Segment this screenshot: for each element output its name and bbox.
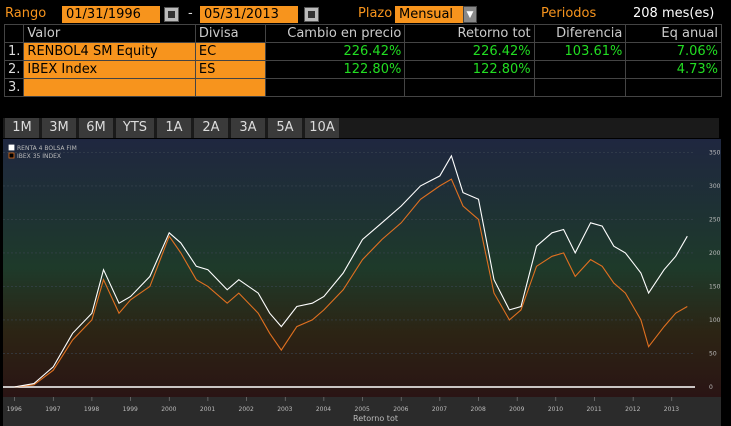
legend-label: RENTA 4 BOLSA FIM [17, 145, 77, 152]
range-separator: - [188, 6, 193, 21]
periods-label: Periodos [541, 6, 597, 21]
x-axis-band [3, 397, 721, 426]
column-header-retorno[interactable]: Retorno tot [404, 24, 535, 43]
tab-10a[interactable]: 10A [305, 118, 339, 138]
x-tick-label: 2005 [355, 406, 370, 413]
price-change-value: 122.80% [264, 60, 406, 79]
y-tick-label: 350 [709, 149, 721, 156]
period-select[interactable]: Mensual [395, 6, 463, 23]
tab-3m[interactable]: 3M [42, 118, 76, 138]
x-tick-label: 2004 [316, 406, 331, 413]
chevron-down-icon[interactable]: ▼ [463, 6, 477, 23]
x-tick-label: 2003 [277, 406, 292, 413]
x-axis-label: Retorno tot [353, 414, 398, 423]
period-label: Plazo [358, 6, 393, 21]
x-tick-label: 1998 [84, 406, 99, 413]
y-tick-label: 0 [709, 384, 713, 391]
tab-6m[interactable]: 6M [79, 118, 113, 138]
column-header-diferencia[interactable]: Diferencia [533, 24, 627, 43]
row-number: 1. [3, 42, 25, 61]
start-date-field[interactable]: 01/31/1996 [62, 6, 160, 23]
y-tick-label: 250 [709, 216, 721, 223]
security-field[interactable]: RENBOL4 SM Equity [23, 42, 196, 61]
tab-1m[interactable]: 1M [5, 118, 39, 138]
performance-chart: 0 50 100 150 200 250 300 350 1996 1997 1998 1999 20… [3, 139, 721, 426]
column-header-valor[interactable]: Valor [23, 24, 196, 43]
total-return-value: 226.42% [404, 42, 535, 61]
tab-1a[interactable]: 1A [157, 118, 191, 138]
table-header-row: Valor Divisa Cambio en precio Retorno to… [3, 24, 722, 43]
y-tick-label: 100 [709, 317, 721, 324]
tab-5a[interactable]: 5A [268, 118, 302, 138]
price-change-value [264, 78, 406, 97]
column-header-divisa[interactable]: Divisa [194, 24, 266, 43]
x-tick-label: 2009 [509, 406, 524, 413]
plot-background [3, 139, 721, 397]
difference-value: 103.61% [533, 42, 627, 61]
start-calendar-icon[interactable] [164, 7, 179, 22]
y-tick-label: 200 [709, 250, 721, 257]
row-number: 2. [3, 60, 25, 79]
x-tick-label: 2011 [586, 406, 601, 413]
comparison-table: Valor Divisa Cambio en precio Retorno to… [3, 24, 722, 97]
total-return-value [404, 78, 535, 97]
x-tick-label: 1999 [123, 406, 138, 413]
table-row: 3. [3, 78, 722, 97]
x-tick-label: 2000 [161, 406, 176, 413]
range-label: Rango [5, 6, 47, 21]
difference-value [533, 78, 627, 97]
tab-3a[interactable]: 3A [231, 118, 265, 138]
security-field[interactable] [23, 78, 196, 97]
currency-field[interactable]: EC [194, 42, 266, 61]
tab-yts[interactable]: YTS [116, 118, 154, 138]
series-line-1 [14, 154, 688, 388]
security-field[interactable]: IBEX Index [23, 60, 196, 79]
y-tick-label: 150 [709, 283, 721, 290]
difference-value [533, 60, 627, 79]
period-tabs: 1M 3M 6M YTS 1A 2A 3A 5A 10A [5, 118, 339, 138]
end-date-field[interactable]: 05/31/2013 [200, 6, 298, 23]
x-tick-label: 1997 [45, 406, 60, 413]
y-tick-label: 50 [709, 350, 717, 357]
table-row: 2. IBEX Index ES 122.80% 122.80% 4.73% [3, 60, 722, 79]
annual-eq-value: 7.06% [625, 42, 722, 61]
x-tick-label: 1996 [7, 406, 22, 413]
legend-label: IBEX 35 INDEX [17, 153, 61, 160]
legend-swatch [8, 152, 15, 159]
series-line-2 [14, 178, 688, 388]
x-tick-label: 2006 [393, 406, 408, 413]
y-tick-label: 300 [709, 183, 721, 190]
table-row: 1. RENBOL4 SM Equity EC 226.42% 226.42% … [3, 42, 722, 61]
total-return-value: 122.80% [404, 60, 535, 79]
annual-eq-value [625, 78, 722, 97]
legend-swatch [8, 144, 15, 151]
column-header-cambio[interactable]: Cambio en precio [264, 24, 406, 43]
x-tick-label: 2002 [239, 406, 254, 413]
x-tick-label: 2007 [432, 406, 447, 413]
price-change-value: 226.42% [264, 42, 406, 61]
row-number: 3. [3, 78, 25, 97]
x-tick-label: 2001 [200, 406, 215, 413]
x-tick-label: 2013 [664, 406, 679, 413]
annual-eq-value: 4.73% [625, 60, 722, 79]
end-calendar-icon[interactable] [304, 7, 319, 22]
tab-2a[interactable]: 2A [194, 118, 228, 138]
x-tick-label: 2012 [625, 406, 640, 413]
currency-field[interactable] [194, 78, 266, 97]
x-tick-label: 2008 [471, 406, 486, 413]
column-header-eq-anual[interactable]: Eq anual [625, 24, 722, 43]
periods-value: 208 mes(es) [633, 6, 715, 21]
x-tick-label: 2010 [548, 406, 563, 413]
currency-field[interactable]: ES [194, 60, 266, 79]
